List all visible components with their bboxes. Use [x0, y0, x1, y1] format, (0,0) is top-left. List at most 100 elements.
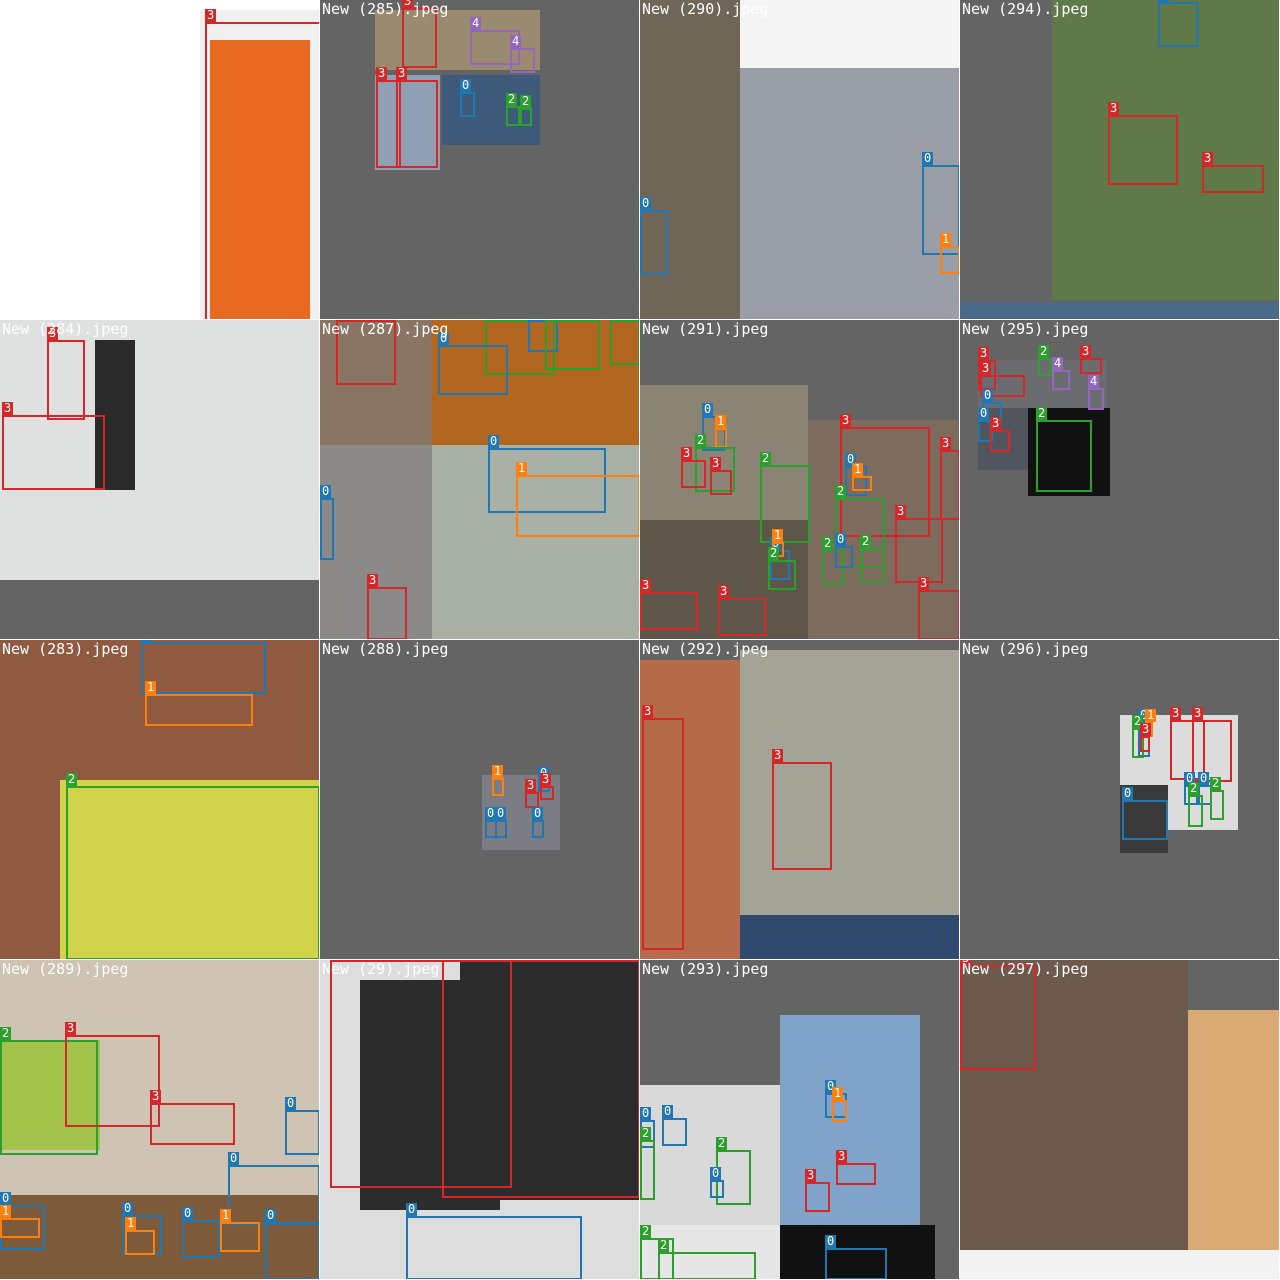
bounding-box: 0 — [438, 332, 508, 395]
mosaic-tile[interactable]: 3 New (28).jpeg — [0, 0, 320, 320]
bounding-box: 0 — [460, 79, 475, 117]
bounding-box: 1 — [145, 681, 253, 726]
mosaic-tile[interactable]: 0 1 2 3 3 2 3 0 1 2 3 3 2 0 2 0 1 2 3 3 3 New (291).jpeg — [640, 320, 960, 640]
bounding-box: 1 — [220, 1209, 260, 1252]
class-label: 0 — [265, 1208, 277, 1222]
bounding-box: 3 — [642, 705, 684, 950]
mosaic-tile[interactable]: 3 3 New (284).jpeg — [0, 320, 320, 640]
class-label: 3 — [1192, 706, 1204, 720]
bounding-box: 2 — [1132, 715, 1144, 758]
bounding-box: 2 — [640, 1127, 655, 1200]
mosaic-tile[interactable]: 2 3 3 0 0 0 1 0 1 0 1 0 New (289).jpeg — [0, 960, 320, 1280]
class-label: 2 — [0, 1026, 12, 1040]
bounding-box: 2 — [506, 93, 520, 126]
bounding-box: 3 — [895, 505, 943, 583]
bounding-box: 3 — [772, 749, 832, 870]
class-label: 2 — [66, 772, 78, 786]
class-label: 3 — [978, 346, 990, 360]
class-label: 0 — [320, 484, 332, 498]
class-label: 0 — [438, 331, 450, 345]
class-label: 3 — [402, 0, 414, 8]
tile-caption: New (295).jpeg — [962, 320, 1089, 338]
bounding-box: 2 — [640, 1225, 674, 1279]
tile-caption: New (285).jpeg — [322, 0, 449, 18]
class-label: 2 — [822, 536, 834, 550]
class-label: 0 — [1184, 771, 1196, 785]
tile-caption: New (289).jpeg — [2, 960, 129, 978]
class-label: 3 — [1170, 706, 1182, 720]
class-label: 0 — [845, 452, 857, 466]
class-label: 1 — [492, 764, 504, 778]
class-label: 3 — [1080, 344, 1092, 358]
class-label: 0 — [228, 1151, 240, 1165]
photo-region — [375, 75, 440, 170]
bounding-box: 3 — [836, 1150, 876, 1185]
bounding-box: 2 — [1210, 777, 1224, 820]
class-label: 3 — [205, 8, 217, 22]
class-label: 3 — [367, 573, 379, 587]
bounding-box: 2 — [1036, 407, 1092, 492]
class-label: 0 — [1138, 708, 1150, 722]
class-label: 1 — [220, 1208, 232, 1222]
bounding-box: 1 — [0, 1205, 40, 1238]
mosaic-tile[interactable]: 0 1 0 0 2 2 0 3 3 2 2 0 New (293).jpeg — [640, 960, 960, 1280]
class-label: 0 — [485, 806, 497, 820]
class-label: 3 — [960, 960, 972, 965]
class-label: 0 — [1158, 0, 1170, 2]
mosaic-tile[interactable]: 3 3 2 3 4 4 0 0 3 2 New (295).jpeg — [960, 320, 1280, 640]
photo-region — [210, 40, 310, 319]
class-label: 0 — [1122, 786, 1134, 800]
mosaic-tile[interactable]: 1033000New (288).jpeg — [320, 640, 640, 960]
bounding-box: 1 — [516, 462, 639, 537]
photo-region — [960, 1250, 1279, 1279]
photo-region — [740, 915, 959, 959]
bounding-box: 4 — [1052, 357, 1070, 390]
mosaic-tile[interactable]: 0 3 3 New (294).jpeg — [960, 0, 1280, 320]
class-label: 0 — [640, 1106, 652, 1120]
bounding-box: 3 — [402, 0, 437, 68]
bounding-box: 2 — [485, 320, 555, 375]
class-label: 0 — [662, 1104, 674, 1118]
tile-caption: New (290).jpeg — [642, 0, 769, 18]
mosaic-tile[interactable]: 3 4 4 3 3 0 2 2 New (285).jpeg — [320, 0, 640, 320]
bounding-box: 1 — [492, 765, 504, 796]
bounding-box: 1 — [940, 233, 959, 274]
mosaic-tile[interactable]: 0 1 2 3 3 3 0 0 2 2 0 New (296).jpeg — [960, 640, 1280, 960]
class-label: 1 — [516, 461, 528, 475]
class-label: 3 — [918, 576, 930, 590]
class-label: 1 — [125, 1216, 137, 1230]
bounding-box: 0 — [532, 807, 544, 838]
class-label: 4 — [1088, 374, 1100, 388]
bounding-box: 0 — [495, 807, 507, 838]
bounding-box: 2 — [0, 1027, 98, 1155]
class-label: 0 — [825, 1234, 837, 1248]
bounding-box: 3 — [980, 362, 1025, 397]
class-label: 3 — [980, 361, 992, 375]
class-label: 2 — [716, 1136, 728, 1150]
class-label: 2 — [640, 1126, 652, 1140]
class-label: 2 — [640, 1224, 652, 1238]
class-label: 3 — [805, 1168, 817, 1182]
photo-region — [1188, 1010, 1279, 1250]
bounding-box: 1 — [125, 1217, 155, 1255]
photo-region — [320, 445, 432, 639]
tile-caption: New (294).jpeg — [962, 0, 1089, 18]
class-label: 2 — [695, 433, 707, 447]
photo-region — [960, 302, 1279, 319]
class-label: 0 — [532, 806, 544, 820]
class-label: 2 — [520, 94, 532, 108]
bounding-box: 4 — [510, 35, 535, 73]
bounding-box: 3 — [718, 585, 766, 636]
bounding-box: 2 — [695, 434, 735, 492]
mosaic-tile[interactable]: 3202200103New (287).jpeg — [320, 320, 640, 640]
photo-region — [0, 320, 319, 580]
class-label: 3 — [718, 584, 730, 598]
photo-region — [320, 320, 432, 445]
mosaic-tile[interactable]: 0 0 1 New (290).jpeg — [640, 0, 960, 320]
mosaic-tile[interactable]: 0 1 2 New (283).jpeg — [0, 640, 320, 960]
mosaic-tile[interactable]: 3 3 New (292).jpeg — [640, 640, 960, 960]
mosaic-tile[interactable]: 33 0 New (29).jpeg — [320, 960, 640, 1280]
photo-region — [640, 1085, 780, 1225]
photo-region — [640, 660, 740, 959]
